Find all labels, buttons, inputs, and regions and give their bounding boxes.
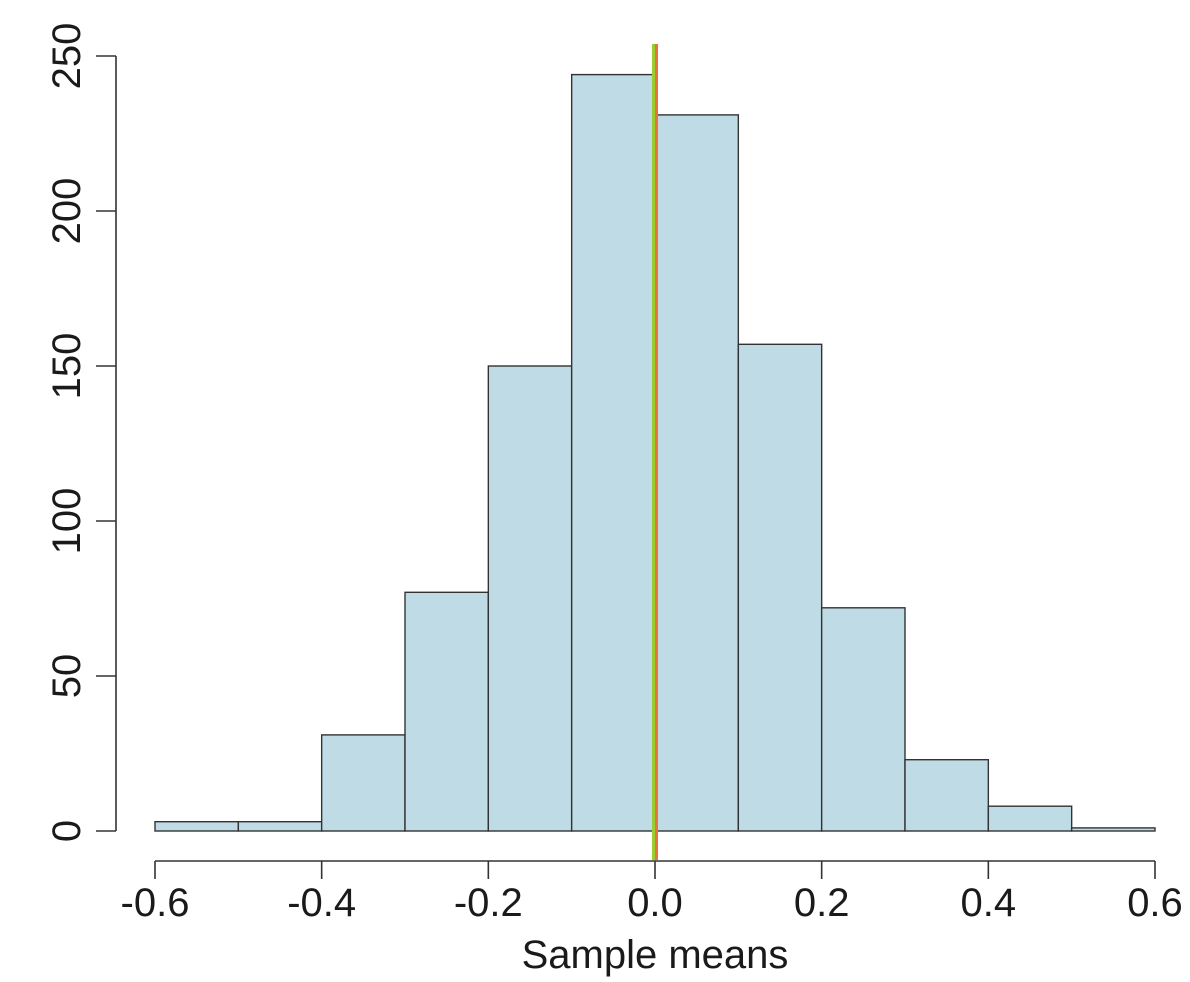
y-tick-label: 0	[45, 820, 89, 842]
y-axis: 0 50 100 150 200 250	[45, 23, 117, 842]
histogram-bar	[154, 821, 240, 832]
y-tick-label: 150	[45, 333, 89, 400]
histogram-bar	[320, 734, 406, 832]
y-tick-label: 50	[45, 654, 89, 699]
x-tick-label: -0.4	[287, 881, 356, 925]
y-tick-label: 250	[45, 23, 89, 90]
histogram-bar	[987, 805, 1073, 832]
x-tick-label: -0.6	[121, 881, 190, 925]
x-tick-label: 0.6	[1127, 881, 1183, 925]
x-tick-label: 0.0	[627, 881, 683, 925]
histogram-bar	[904, 759, 990, 832]
histogram-bar	[820, 607, 906, 832]
histogram-bar	[237, 821, 323, 832]
x-axis-title: Sample means	[522, 933, 789, 977]
histogram-bar	[654, 114, 740, 832]
y-tick-label: 200	[45, 178, 89, 245]
histogram-bar	[487, 365, 573, 832]
histogram-bar	[404, 591, 490, 832]
reference-lines	[652, 44, 658, 860]
x-tick-label: 0.2	[794, 881, 850, 925]
x-tick-label: 0.4	[961, 881, 1017, 925]
x-axis: -0.6 -0.4 -0.2 0.0 0.2 0.4 0.6	[121, 860, 1183, 925]
histogram-bar	[737, 343, 823, 832]
x-tick-label: -0.2	[454, 881, 523, 925]
histogram-bar	[570, 73, 656, 832]
y-tick-label: 100	[45, 488, 89, 555]
histogram-bar	[1070, 827, 1156, 832]
histogram-bars	[154, 73, 1156, 832]
